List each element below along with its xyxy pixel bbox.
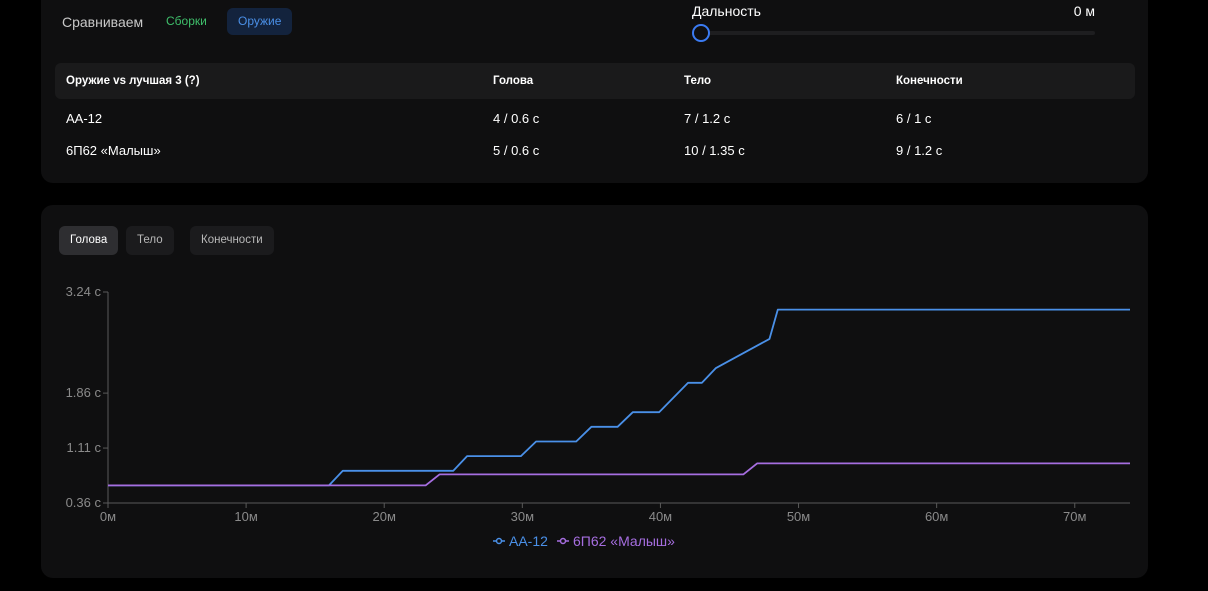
comparison-panel: Сравниваем Сборки Оружие Дальность 0 м О… [41,0,1148,183]
x-tick-label: 10м [234,509,257,524]
x-tick-label: 30м [511,509,534,524]
line-chart: 0.36 с 1.11 с 1.86 с 3.24 с 0м 10м 20м 30м 40м 50… [66,284,1130,549]
legend-point-marker [495,537,503,545]
table-row: 6П62 «Малыш» 5 / 0.6 с 10 / 1.35 с 9 / 1… [55,140,1135,162]
y-tick-label: 1.11 с [67,440,102,455]
head-value: 5 / 0.6 с [493,143,540,158]
legend-label: АА-12 [509,533,548,549]
range-slider-thumb[interactable] [692,24,710,42]
y-tick-label: 0.36 с [66,495,102,510]
legend-label: 6П62 «Малыш» [573,533,675,549]
body-value: 7 / 1.2 с [684,111,731,126]
table-header: Оружие vs лучшая 3 (?) Голова Тело Конеч… [55,63,1135,99]
range-slider-track[interactable] [701,31,1095,35]
header-weapon[interactable]: Оружие vs лучшая 3 (?) [66,75,200,87]
table-row: АА-12 4 / 0.6 с 7 / 1.2 с 6 / 1 с [55,108,1135,130]
range-label: Дальность [692,3,761,19]
weapon-name: 6П62 «Малыш» [66,143,161,158]
tab-limbs[interactable]: Конечности [190,226,274,255]
x-tick-label: 60м [925,509,948,524]
limbs-value: 6 / 1 с [896,111,932,126]
y-tick-label: 1.86 с [66,385,102,400]
tab-body[interactable]: Тело [126,226,174,255]
chart-panel: Голова Тело Конечности 0.36 с 1.11 с 1.86 … [41,205,1148,578]
builds-toggle-button[interactable]: Сборки [166,14,207,28]
head-value: 4 / 0.6 с [493,111,540,126]
y-tick-label: 3.24 с [66,284,102,299]
tab-head[interactable]: Голова [59,226,119,255]
limbs-value: 9 / 1.2 с [896,143,943,158]
weapon-name: АА-12 [66,111,103,126]
range-value: 0 м [1073,3,1095,19]
series-line [108,462,1130,487]
x-tick-label: 20м [373,509,396,524]
header-head: Голова [493,75,534,87]
x-tick-label: 40м [649,509,672,524]
legend-point-marker [559,537,567,545]
weapons-toggle-button[interactable]: Оружие [227,8,293,35]
header-limbs: Конечности [896,75,963,87]
body-value: 10 / 1.35 с [684,143,745,158]
compare-label: Сравниваем [62,14,144,30]
x-tick-label: 70м [1063,509,1086,524]
header-body: Тело [684,75,712,87]
x-tick-label: 50м [787,509,810,524]
x-tick-label: 0м [100,509,116,524]
series-line [108,308,1130,487]
